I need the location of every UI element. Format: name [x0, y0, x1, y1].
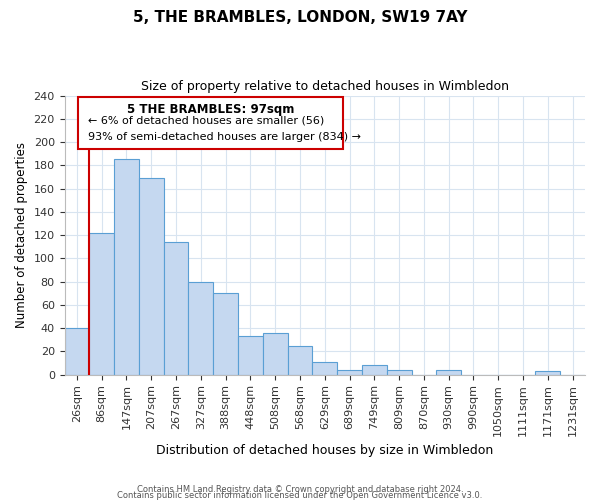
Bar — [387, 370, 412, 374]
FancyBboxPatch shape — [77, 97, 343, 148]
Bar — [89, 232, 114, 374]
Bar — [213, 293, 238, 374]
Bar — [436, 370, 461, 374]
Bar — [337, 370, 362, 374]
Title: Size of property relative to detached houses in Wimbledon: Size of property relative to detached ho… — [141, 80, 509, 93]
Bar — [164, 242, 188, 374]
Bar — [263, 332, 287, 374]
Bar — [238, 336, 263, 374]
Text: 5, THE BRAMBLES, LONDON, SW19 7AY: 5, THE BRAMBLES, LONDON, SW19 7AY — [133, 10, 467, 25]
Bar — [535, 371, 560, 374]
Bar — [65, 328, 89, 374]
Bar — [114, 160, 139, 374]
Bar — [313, 362, 337, 374]
X-axis label: Distribution of detached houses by size in Wimbledon: Distribution of detached houses by size … — [156, 444, 493, 458]
Text: Contains HM Land Registry data © Crown copyright and database right 2024.: Contains HM Land Registry data © Crown c… — [137, 484, 463, 494]
Bar — [362, 366, 387, 374]
Bar — [287, 346, 313, 374]
Text: 93% of semi-detached houses are larger (834) →: 93% of semi-detached houses are larger (… — [88, 132, 361, 142]
Bar — [139, 178, 164, 374]
Bar — [188, 282, 213, 374]
Text: Contains public sector information licensed under the Open Government Licence v3: Contains public sector information licen… — [118, 490, 482, 500]
Y-axis label: Number of detached properties: Number of detached properties — [15, 142, 28, 328]
Text: 5 THE BRAMBLES: 97sqm: 5 THE BRAMBLES: 97sqm — [127, 102, 294, 116]
Text: ← 6% of detached houses are smaller (56): ← 6% of detached houses are smaller (56) — [88, 116, 324, 126]
